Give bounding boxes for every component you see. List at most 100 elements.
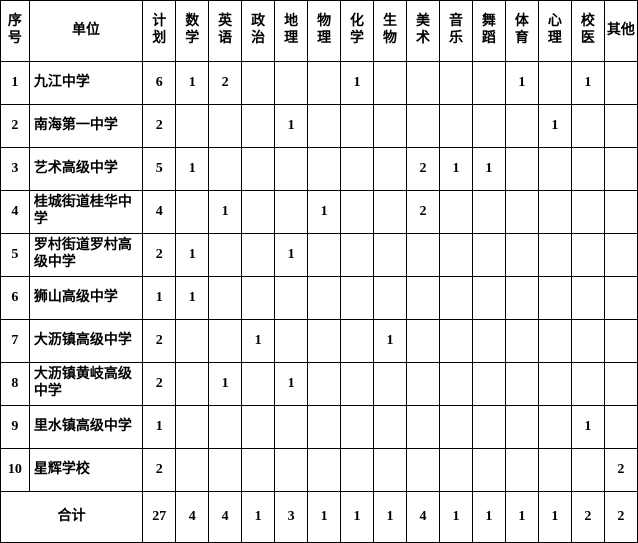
data-cell bbox=[242, 363, 275, 406]
data-cell bbox=[275, 191, 308, 234]
data-cell bbox=[209, 234, 242, 277]
data-cell bbox=[472, 449, 505, 492]
data-cell bbox=[604, 406, 637, 449]
data-cell bbox=[308, 62, 341, 105]
data-cell bbox=[538, 449, 571, 492]
col-dance: 舞蹈 bbox=[472, 1, 505, 62]
row-index: 6 bbox=[1, 277, 30, 320]
data-cell bbox=[275, 449, 308, 492]
col-psych: 心理 bbox=[538, 1, 571, 62]
data-cell bbox=[308, 234, 341, 277]
data-cell bbox=[538, 277, 571, 320]
data-cell: 1 bbox=[143, 406, 176, 449]
data-cell: 1 bbox=[275, 234, 308, 277]
data-cell bbox=[538, 62, 571, 105]
data-cell bbox=[571, 363, 604, 406]
data-cell bbox=[571, 191, 604, 234]
data-cell bbox=[341, 191, 374, 234]
data-cell bbox=[176, 363, 209, 406]
data-cell bbox=[341, 234, 374, 277]
data-cell bbox=[604, 320, 637, 363]
data-cell: 1 bbox=[209, 363, 242, 406]
data-cell: 2 bbox=[209, 62, 242, 105]
data-cell: 5 bbox=[143, 148, 176, 191]
data-cell bbox=[505, 105, 538, 148]
data-cell bbox=[439, 320, 472, 363]
total-cell: 1 bbox=[341, 492, 374, 543]
col-politics: 政治 bbox=[242, 1, 275, 62]
data-cell bbox=[406, 320, 439, 363]
data-cell bbox=[439, 277, 472, 320]
row-index: 2 bbox=[1, 105, 30, 148]
data-cell bbox=[176, 406, 209, 449]
data-cell bbox=[571, 449, 604, 492]
total-row: 合计 27 4 4 1 3 1 1 1 4 1 1 1 1 2 2 bbox=[1, 492, 638, 543]
row-unit: 大沥镇黄岐高级中学 bbox=[29, 363, 142, 406]
table-row: 5罗村街道罗村高级中学211 bbox=[1, 234, 638, 277]
total-cell: 1 bbox=[439, 492, 472, 543]
data-cell bbox=[472, 277, 505, 320]
data-cell bbox=[472, 363, 505, 406]
row-index: 1 bbox=[1, 62, 30, 105]
data-cell bbox=[538, 406, 571, 449]
data-cell bbox=[176, 449, 209, 492]
data-cell bbox=[341, 148, 374, 191]
data-cell bbox=[374, 148, 407, 191]
table-row: 9里水镇高级中学11 bbox=[1, 406, 638, 449]
total-cell: 27 bbox=[143, 492, 176, 543]
data-cell bbox=[275, 277, 308, 320]
data-cell bbox=[538, 363, 571, 406]
data-cell bbox=[209, 449, 242, 492]
data-cell bbox=[505, 449, 538, 492]
data-cell bbox=[505, 406, 538, 449]
col-art: 美术 bbox=[406, 1, 439, 62]
data-cell bbox=[374, 62, 407, 105]
data-cell bbox=[341, 449, 374, 492]
data-cell bbox=[439, 234, 472, 277]
data-cell: 1 bbox=[538, 105, 571, 148]
data-cell bbox=[571, 320, 604, 363]
data-cell: 1 bbox=[341, 62, 374, 105]
row-unit: 星辉学校 bbox=[29, 449, 142, 492]
data-cell bbox=[341, 105, 374, 148]
data-cell: 2 bbox=[406, 148, 439, 191]
data-cell bbox=[439, 191, 472, 234]
data-cell bbox=[275, 148, 308, 191]
data-cell: 6 bbox=[143, 62, 176, 105]
total-cell: 3 bbox=[275, 492, 308, 543]
data-cell bbox=[406, 449, 439, 492]
total-cell: 2 bbox=[571, 492, 604, 543]
data-cell: 2 bbox=[604, 449, 637, 492]
data-cell bbox=[374, 449, 407, 492]
data-cell bbox=[308, 105, 341, 148]
data-cell bbox=[242, 277, 275, 320]
data-cell bbox=[209, 406, 242, 449]
recruitment-table: 序号 单位 计划 数学 英语 政治 地理 物理 化学 生物 美术 音乐 舞蹈 体… bbox=[0, 0, 638, 543]
data-cell bbox=[439, 62, 472, 105]
data-cell: 1 bbox=[275, 363, 308, 406]
data-cell: 1 bbox=[176, 277, 209, 320]
total-cell: 2 bbox=[604, 492, 637, 543]
table-row: 1九江中学612111 bbox=[1, 62, 638, 105]
data-cell: 1 bbox=[505, 62, 538, 105]
data-cell bbox=[505, 148, 538, 191]
data-cell: 1 bbox=[571, 62, 604, 105]
data-cell bbox=[242, 234, 275, 277]
data-cell: 1 bbox=[472, 148, 505, 191]
data-cell bbox=[538, 191, 571, 234]
row-unit: 狮山高级中学 bbox=[29, 277, 142, 320]
col-chem: 化学 bbox=[341, 1, 374, 62]
data-cell bbox=[308, 363, 341, 406]
data-cell: 2 bbox=[143, 105, 176, 148]
row-index: 8 bbox=[1, 363, 30, 406]
table-row: 10星辉学校22 bbox=[1, 449, 638, 492]
row-unit: 九江中学 bbox=[29, 62, 142, 105]
row-index: 4 bbox=[1, 191, 30, 234]
col-bio: 生物 bbox=[374, 1, 407, 62]
table-row: 4桂城街道桂华中学4112 bbox=[1, 191, 638, 234]
total-cell: 1 bbox=[505, 492, 538, 543]
data-cell bbox=[505, 191, 538, 234]
data-cell bbox=[538, 234, 571, 277]
row-index: 3 bbox=[1, 148, 30, 191]
data-cell bbox=[604, 62, 637, 105]
